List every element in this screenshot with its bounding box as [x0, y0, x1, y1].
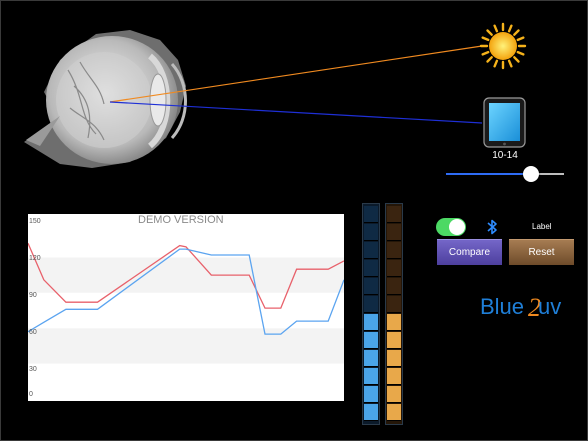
meter-cell [364, 224, 378, 241]
eye-scene [24, 22, 527, 168]
age-slider[interactable] [446, 166, 564, 182]
y-tick-label: 30 [29, 366, 37, 373]
meter-cell [387, 206, 401, 223]
meter-cell [387, 314, 401, 331]
meter-cell [387, 224, 401, 241]
age-range-label: 10-14 [492, 150, 518, 161]
uv-chart [28, 214, 344, 401]
device-ray [109, 101, 483, 124]
svg-text:Blue: Blue [480, 294, 524, 319]
meter-cell [387, 278, 401, 295]
y-tick-label: 0 [29, 391, 33, 398]
demo-watermark: DEMO VERSION [138, 214, 224, 226]
slider-track-filled [446, 173, 531, 175]
slider-track-empty [531, 173, 564, 175]
tablet-icon[interactable] [483, 97, 526, 148]
meter-cell [387, 296, 401, 313]
meter-cell [387, 242, 401, 259]
toggle-knob [449, 219, 465, 235]
y-tick-label: 150 [29, 218, 41, 225]
slider-thumb[interactable] [523, 166, 539, 182]
blue2uv-logo: Blue 2 uv [480, 293, 561, 322]
sun-ray [109, 45, 483, 103]
meter-cell [387, 350, 401, 367]
toggle-switch[interactable] [436, 218, 466, 236]
meter-cell [387, 404, 401, 421]
meter-cell [364, 260, 378, 277]
compare-button[interactable]: Compare [437, 239, 502, 265]
label-text: Label [532, 222, 552, 231]
y-tick-label: 120 [29, 255, 41, 262]
meter-cell [364, 368, 378, 385]
meter-cell [364, 386, 378, 403]
meter-cell [387, 332, 401, 349]
chart-plot [28, 222, 344, 399]
meter-cell [364, 350, 378, 367]
meter-cell [387, 260, 401, 277]
blue-light-meter [362, 203, 380, 425]
grid-band [28, 222, 344, 258]
grid-band [28, 328, 344, 364]
meter-cell [364, 242, 378, 259]
meter-cell [364, 404, 378, 421]
meter-cell [364, 314, 378, 331]
reset-button[interactable]: Reset [509, 239, 574, 265]
grid-band [28, 257, 344, 293]
meter-cell [364, 206, 378, 223]
meter-cell [387, 386, 401, 403]
svg-text:uv: uv [538, 294, 561, 319]
red-series-line [28, 242, 344, 309]
meter-cell [364, 296, 378, 313]
uv-meter [385, 203, 403, 425]
svg-text:2: 2 [528, 293, 541, 322]
grid-band [28, 292, 344, 329]
meter-cell [364, 278, 378, 295]
meter-cell [364, 332, 378, 349]
y-tick-label: 60 [29, 329, 37, 336]
sun-icon[interactable] [479, 22, 527, 70]
eye-icon [24, 30, 187, 168]
blue-series-line [28, 248, 344, 335]
grid-band [28, 363, 344, 399]
meter-cell [387, 368, 401, 385]
y-tick-label: 90 [29, 292, 37, 299]
bluetooth-icon[interactable] [486, 219, 498, 235]
